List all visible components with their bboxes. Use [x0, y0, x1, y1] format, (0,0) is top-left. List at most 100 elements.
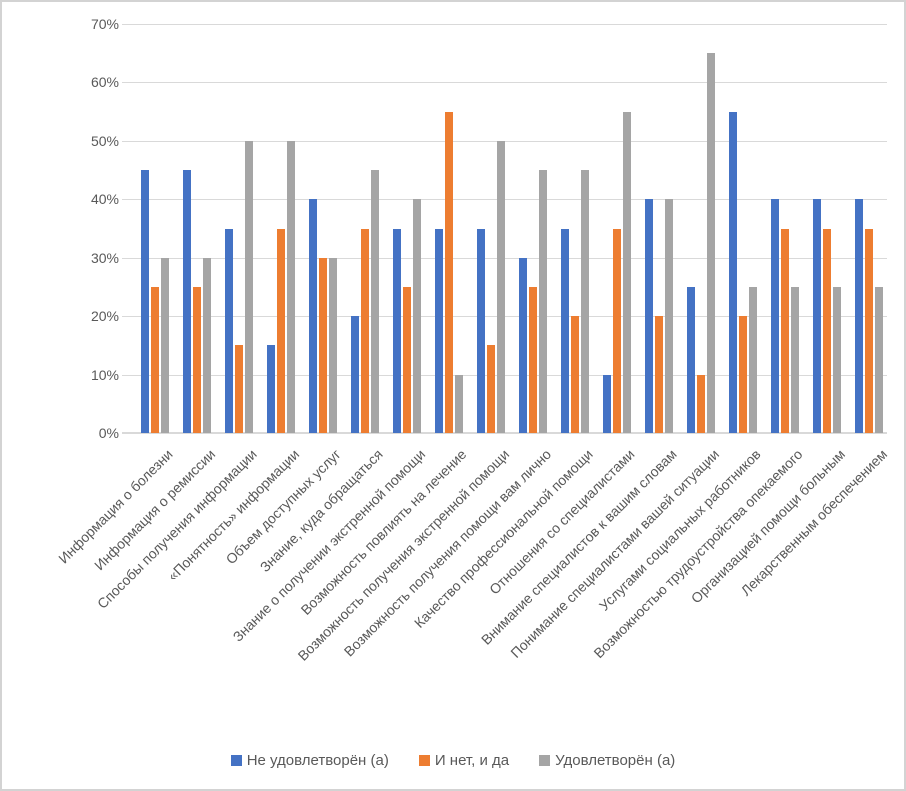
legend-label: Не удовлетворён (а): [246, 752, 389, 769]
bar-group: [854, 199, 883, 433]
bar-Удовлетворён (а): [664, 199, 673, 433]
bar-group: [770, 199, 799, 433]
y-axis-tick-label: 20%: [90, 308, 119, 325]
bar-group: [560, 170, 589, 433]
x-axis-category-label: Знание о получении экстренной помощи: [229, 446, 428, 645]
y-axis-tick-label: 40%: [90, 191, 119, 208]
bar-И нет, и да: [318, 257, 327, 433]
x-axis-category-label: Возможностью трудоустройства опекаемого: [590, 446, 806, 662]
x-axis-category-label: Отношения со специалистами: [486, 446, 638, 598]
bar-Не удовлетворён (а): [644, 199, 653, 433]
x-axis-category-label: Организацией помощи больным: [687, 446, 848, 607]
legend-label: И нет, и да: [434, 752, 510, 769]
legend-item: И нет, и да: [418, 752, 510, 769]
x-axis-line: [122, 432, 887, 434]
bar-Удовлетворён (а): [202, 257, 211, 433]
legend-item: Не удовлетворён (а): [230, 752, 389, 769]
bar-Удовлетворён (а): [538, 170, 547, 433]
y-axis-tick-label: 70%: [90, 16, 119, 32]
bar-Удовлетворён (а): [832, 286, 841, 433]
gridline: [122, 24, 887, 25]
y-axis-tick-label: 10%: [90, 366, 119, 383]
gridline: [122, 199, 887, 201]
x-axis-category-label: Знание, куда обращаться: [256, 446, 386, 575]
bar-Не удовлетворён (а): [182, 170, 191, 433]
x-axis-category-label: Возможность получения экстренной помощи: [294, 446, 512, 664]
gridline: [122, 316, 887, 318]
bar-И нет, и да: [150, 286, 159, 433]
bar-group: [434, 111, 463, 433]
bar-И нет, и да: [822, 228, 831, 433]
bar-Удовлетворён (а): [454, 374, 463, 433]
bar-Удовлетворён (а): [370, 170, 379, 433]
y-axis-tick-label: 30%: [90, 249, 119, 266]
bar-Не удовлетворён (а): [224, 228, 233, 433]
gridline: [122, 82, 887, 84]
legend-swatch: [539, 755, 551, 766]
bar-group: [224, 140, 253, 433]
bar-И нет, и да: [738, 316, 747, 433]
x-axis-category-label: Объем доступных услуг: [222, 446, 344, 568]
legend-swatch: [230, 755, 242, 766]
bar-Не удовлетворён (а): [560, 228, 569, 433]
bar-group: [476, 140, 505, 433]
bar-И нет, и да: [528, 286, 537, 433]
x-axis-category-label: Внимание специалистов к вашим словам: [478, 446, 680, 648]
bar-И нет, и да: [612, 228, 621, 433]
bar-Удовлетворён (а): [496, 140, 505, 433]
bar-group: [812, 199, 841, 433]
gridline: [122, 374, 887, 376]
y-axis-tick-label: 50%: [90, 132, 119, 149]
bar-group: [644, 199, 673, 433]
bar-Не удовлетворён (а): [854, 199, 863, 433]
x-axis-category-label: Возможность повлиять на лечение: [297, 446, 470, 618]
bar-И нет, и да: [486, 345, 495, 433]
bar-Не удовлетворён (а): [602, 374, 611, 433]
bar-Не удовлетворён (а): [728, 111, 737, 433]
bar-И нет, и да: [360, 228, 369, 433]
bar-group: [686, 53, 715, 433]
x-axis-category-label: «Понятность» информации: [163, 446, 302, 584]
bar-Удовлетворён (а): [286, 140, 295, 433]
bar-Удовлетворён (а): [874, 286, 883, 433]
bar-Удовлетворён (а): [622, 111, 631, 433]
bar-Удовлетворён (а): [580, 170, 589, 433]
bar-И нет, и да: [402, 286, 411, 433]
bar-Не удовлетворён (а): [266, 345, 275, 433]
bar-И нет, и да: [570, 316, 579, 433]
bar-Не удовлетворён (а): [392, 228, 401, 433]
x-axis-category-label: Лекарственным обеспечением: [737, 446, 890, 599]
x-axis-category-label: Услугами социальных работников: [596, 446, 764, 614]
bar-Удовлетворён (а): [328, 257, 337, 433]
bar-И нет, и да: [696, 374, 705, 433]
x-axis-category-label: Понимание специалистами вашей ситуации: [506, 446, 722, 661]
gridline: [122, 140, 887, 142]
legend-item: Удовлетворён (а): [539, 752, 675, 769]
bar-Не удовлетворён (а): [770, 199, 779, 433]
bar-group: [140, 170, 169, 433]
bar-Не удовлетворён (а): [476, 228, 485, 433]
bar-И нет, и да: [276, 228, 285, 433]
y-axis-tick-label: 60%: [90, 74, 119, 91]
gridline: [122, 257, 887, 259]
y-axis-tick-label: 0%: [98, 425, 119, 441]
bar-И нет, и да: [780, 228, 789, 433]
bar-group: [518, 170, 547, 433]
plot-area: [122, 24, 887, 434]
bar-Удовлетворён (а): [706, 53, 715, 433]
bar-Не удовлетворён (а): [350, 316, 359, 433]
x-axis-category-label: Возможность получения помощи вам лично: [340, 446, 554, 660]
bar-Не удовлетворён (а): [812, 199, 821, 433]
bar-Не удовлетворён (а): [140, 170, 149, 433]
bar-Удовлетворён (а): [748, 286, 757, 433]
bar-group: [350, 170, 379, 433]
bar-group: [308, 199, 337, 433]
bar-group: [602, 111, 631, 433]
bar-Удовлетворён (а): [790, 286, 799, 433]
legend-swatch: [418, 755, 430, 766]
x-axis-category-label: Информация о болезни: [55, 446, 176, 567]
bar-group: [266, 140, 295, 433]
x-axis-category-label: Качество профессиональной помощи: [410, 446, 596, 631]
bar-Удовлетворён (а): [160, 257, 169, 433]
